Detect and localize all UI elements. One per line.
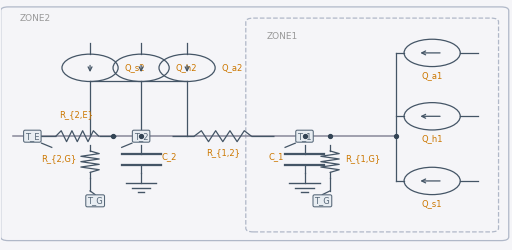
Text: C_1: C_1 (269, 152, 284, 161)
Text: R_{2,E}: R_{2,E} (59, 110, 93, 120)
Text: Q_a1: Q_a1 (421, 71, 443, 80)
Text: R_{1,G}: R_{1,G} (346, 154, 381, 163)
Text: Q_a2: Q_a2 (221, 63, 243, 72)
Text: Q_h2: Q_h2 (175, 63, 197, 72)
Text: T_G: T_G (314, 196, 330, 205)
Text: T_G: T_G (87, 196, 103, 205)
Text: C_2: C_2 (161, 152, 177, 161)
Text: Q_h1: Q_h1 (421, 134, 443, 143)
Text: Q_s2: Q_s2 (124, 63, 145, 72)
Text: Q_s1: Q_s1 (422, 199, 442, 208)
Text: R_{2,G}: R_{2,G} (41, 154, 76, 163)
Text: R_{1,2}: R_{1,2} (206, 148, 240, 157)
Text: T_2: T_2 (134, 132, 148, 141)
Text: ZONE1: ZONE1 (266, 32, 297, 41)
Text: ZONE2: ZONE2 (20, 14, 51, 23)
Text: T_E: T_E (25, 132, 39, 141)
Text: T_1: T_1 (297, 132, 312, 141)
